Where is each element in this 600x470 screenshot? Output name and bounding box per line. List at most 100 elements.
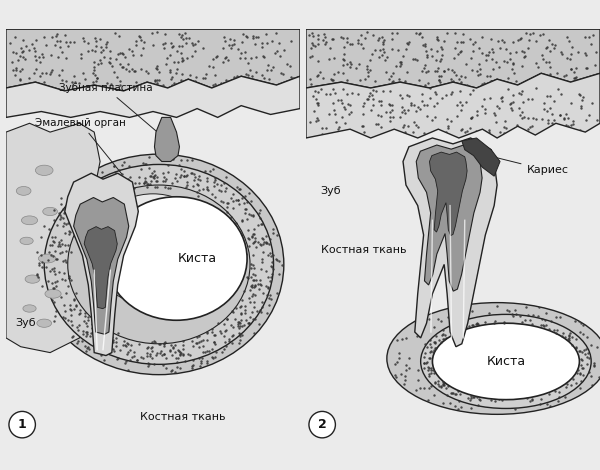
Point	[455, 336, 464, 344]
Point	[198, 74, 208, 82]
Point	[560, 333, 570, 340]
Point	[419, 384, 429, 392]
Point	[374, 53, 384, 61]
Point	[69, 296, 79, 304]
Point	[463, 128, 472, 135]
Point	[173, 58, 182, 65]
Point	[433, 377, 443, 384]
Point	[173, 347, 182, 354]
Point	[116, 174, 126, 182]
Point	[308, 39, 317, 47]
Point	[111, 174, 121, 182]
Point	[320, 40, 329, 48]
Point	[521, 53, 530, 60]
Point	[542, 45, 551, 52]
Point	[325, 45, 335, 52]
Point	[439, 335, 449, 343]
Point	[489, 319, 499, 327]
Point	[210, 80, 220, 88]
Point	[376, 112, 386, 120]
Point	[344, 111, 353, 118]
Point	[263, 273, 273, 281]
Point	[429, 369, 439, 376]
Point	[461, 60, 470, 68]
Point	[475, 332, 484, 339]
Point	[577, 364, 587, 371]
Point	[515, 313, 525, 320]
Point	[31, 66, 41, 73]
Point	[256, 220, 266, 227]
Point	[185, 34, 194, 42]
Point	[200, 168, 210, 175]
Point	[209, 179, 218, 186]
Point	[177, 43, 187, 50]
Point	[379, 38, 388, 46]
Point	[584, 111, 594, 118]
Point	[149, 337, 158, 345]
Point	[248, 212, 258, 219]
Point	[151, 177, 161, 185]
Point	[523, 95, 533, 103]
Point	[123, 175, 133, 182]
Point	[481, 56, 491, 64]
Point	[233, 196, 243, 204]
Point	[562, 55, 572, 62]
Point	[443, 313, 453, 321]
Point	[338, 62, 348, 69]
Point	[66, 317, 76, 325]
Point	[387, 107, 397, 114]
Point	[409, 102, 419, 109]
Point	[458, 341, 467, 348]
Point	[462, 325, 472, 332]
Point	[517, 115, 527, 122]
Point	[152, 173, 161, 180]
Point	[112, 335, 121, 342]
Point	[198, 186, 208, 193]
Point	[384, 75, 394, 83]
Point	[37, 51, 47, 58]
Point	[456, 78, 466, 85]
Point	[443, 124, 452, 132]
Point	[324, 111, 334, 118]
Point	[121, 360, 130, 367]
Point	[525, 397, 535, 405]
Point	[569, 68, 579, 76]
Point	[572, 364, 582, 372]
Point	[178, 337, 188, 345]
Point	[126, 341, 136, 349]
Point	[289, 74, 298, 82]
Point	[52, 277, 62, 284]
Point	[418, 97, 427, 105]
Point	[160, 30, 170, 38]
Point	[517, 34, 526, 42]
Point	[245, 67, 255, 74]
Point	[537, 316, 547, 323]
Point	[143, 69, 153, 76]
Point	[240, 54, 250, 62]
Point	[255, 276, 265, 284]
Point	[211, 353, 220, 360]
Point	[510, 125, 520, 132]
Point	[109, 345, 118, 352]
Point	[245, 235, 254, 243]
Point	[147, 29, 157, 37]
Point	[125, 347, 135, 354]
Point	[473, 383, 483, 391]
Point	[374, 35, 383, 42]
Point	[167, 352, 177, 359]
Point	[581, 116, 591, 124]
Point	[50, 233, 60, 241]
Point	[256, 206, 265, 213]
Point	[44, 249, 54, 256]
Point	[193, 37, 203, 45]
Point	[511, 310, 521, 318]
Point	[50, 278, 59, 285]
Point	[593, 318, 600, 325]
Point	[447, 389, 457, 397]
Point	[72, 339, 82, 346]
Point	[215, 328, 224, 335]
Point	[521, 391, 530, 399]
Point	[154, 68, 164, 75]
Point	[419, 364, 429, 372]
Point	[583, 350, 593, 357]
